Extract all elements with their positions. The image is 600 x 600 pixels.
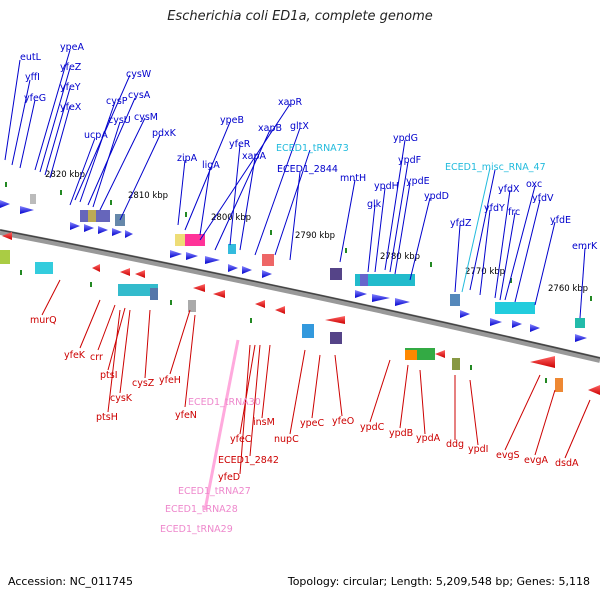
svg-text:yffI: yffI [25,72,40,83]
svg-text:yfeH: yfeH [159,375,181,386]
svg-text:xapB: xapB [258,123,282,134]
svg-text:ddg: ddg [446,439,464,450]
svg-text:evgA: evgA [524,455,548,466]
svg-text:glk: glk [367,199,382,210]
map-title: Escherichia coli ED1a, complete genome [167,9,433,24]
svg-text:frc: frc [508,207,520,218]
reverse-genes [2,232,600,395]
svg-text:ypdB: ypdB [389,428,413,439]
svg-text:ucpA: ucpA [84,130,108,141]
svg-text:cysZ: cysZ [132,378,155,389]
kbp-2820: 2820 kbp [45,170,85,180]
svg-text:ypdA: ypdA [416,433,441,444]
svg-text:ypdD: ypdD [424,191,449,202]
kbp-2780: 2780 kbp [380,252,420,262]
svg-text:yfdE: yfdE [550,215,571,226]
kbp-2800: 2800 kbp [211,213,251,223]
bottom-leader-lines [41,279,591,475]
svg-text:ptsI: ptsI [100,370,118,381]
svg-text:yfeR: yfeR [229,139,251,150]
svg-text:ypdG: ypdG [393,133,418,144]
kbp-2810: 2810 kbp [128,191,168,201]
svg-text:cysK: cysK [110,393,133,404]
svg-text:yfeX: yfeX [60,102,82,113]
svg-text:yfeK: yfeK [64,350,86,361]
kbp-2760: 2760 kbp [548,284,588,294]
svg-text:cysW: cysW [126,69,152,80]
svg-text:pdxK: pdxK [152,128,177,139]
svg-text:oxc: oxc [526,179,542,190]
svg-text:mntH: mntH [340,173,366,184]
svg-text:evgS: evgS [496,450,520,461]
accession-label: Accession: NC_011745 [8,575,134,588]
svg-text:zipA: zipA [177,153,198,164]
genome-summary: Topology: circular; Length: 5,209,548 bp… [287,575,590,588]
forward-genes [0,200,587,342]
svg-text:cysP: cysP [106,96,128,107]
svg-text:ypdH: ypdH [374,181,399,192]
svg-text:yfeD: yfeD [218,472,240,483]
trna-labels: ECED1_tRNA30 ECED1_tRNA27 ECED1_tRNA28 E… [160,397,261,535]
svg-text:ypeA: ypeA [60,42,84,53]
svg-text:ECED1_2842: ECED1_2842 [218,455,279,466]
svg-text:ypdC: ypdC [360,422,385,433]
svg-text:ypeC: ypeC [300,418,324,429]
svg-text:ypeB: ypeB [220,115,244,126]
kbp-tick-labels: 2820 kbp 2810 kbp 2800 kbp 2790 kbp 2780… [45,170,588,294]
svg-text:xapA: xapA [242,151,266,162]
svg-text:ECED1_misc_RNA_47: ECED1_misc_RNA_47 [445,162,546,173]
svg-text:insM: insM [253,417,275,428]
svg-text:ECED1_2844: ECED1_2844 [277,164,338,175]
svg-text:yfeY: yfeY [60,82,81,93]
svg-text:ypdI: ypdI [468,444,488,455]
svg-text:cysM: cysM [134,112,158,123]
kbp-2790: 2790 kbp [295,231,335,241]
top-gene-labels: eutL yffI yfeG ypeA yfeZ yfeY yfeX cysW … [20,42,598,252]
kbp-2770: 2770 kbp [465,267,505,277]
svg-text:xapR: xapR [278,97,302,108]
svg-text:gltX: gltX [290,121,309,132]
svg-text:ECED1_tRNA73: ECED1_tRNA73 [276,143,349,154]
svg-text:ligA: ligA [202,160,220,171]
svg-text:ECED1_tRNA29: ECED1_tRNA29 [160,524,233,535]
top-leader-lines [4,49,586,319]
svg-text:yfeO: yfeO [332,416,354,427]
svg-text:nupC: nupC [274,434,299,445]
bottom-gene-labels: murQ yfeK crr ptsI cysZ cysK ptsH yfeH y… [30,315,579,483]
svg-text:ypdF: ypdF [398,155,421,166]
svg-text:yfeC: yfeC [230,434,252,445]
svg-text:eutL: eutL [20,52,42,63]
svg-text:crr: crr [90,352,103,363]
trna-connector [203,339,240,511]
svg-text:yfdY: yfdY [484,203,505,214]
svg-text:yfeZ: yfeZ [60,62,82,73]
svg-text:yfeN: yfeN [175,410,197,421]
svg-text:ECED1_tRNA27: ECED1_tRNA27 [178,486,251,497]
svg-text:cysU: cysU [108,115,131,126]
svg-text:ECED1_tRNA30: ECED1_tRNA30 [188,397,261,408]
genome-backbone [0,229,600,363]
svg-text:yfdZ: yfdZ [450,218,472,229]
svg-text:yfdX: yfdX [498,184,520,195]
svg-text:murQ: murQ [30,315,57,326]
svg-text:ypdE: ypdE [406,176,430,187]
svg-text:ptsH: ptsH [96,412,118,423]
svg-text:dsdA: dsdA [555,458,579,469]
svg-text:yfeG: yfeG [24,93,46,104]
svg-text:emrK: emrK [572,241,598,252]
svg-text:ECED1_tRNA28: ECED1_tRNA28 [165,504,238,515]
svg-text:yfdV: yfdV [532,193,554,204]
svg-text:cysA: cysA [128,90,151,101]
